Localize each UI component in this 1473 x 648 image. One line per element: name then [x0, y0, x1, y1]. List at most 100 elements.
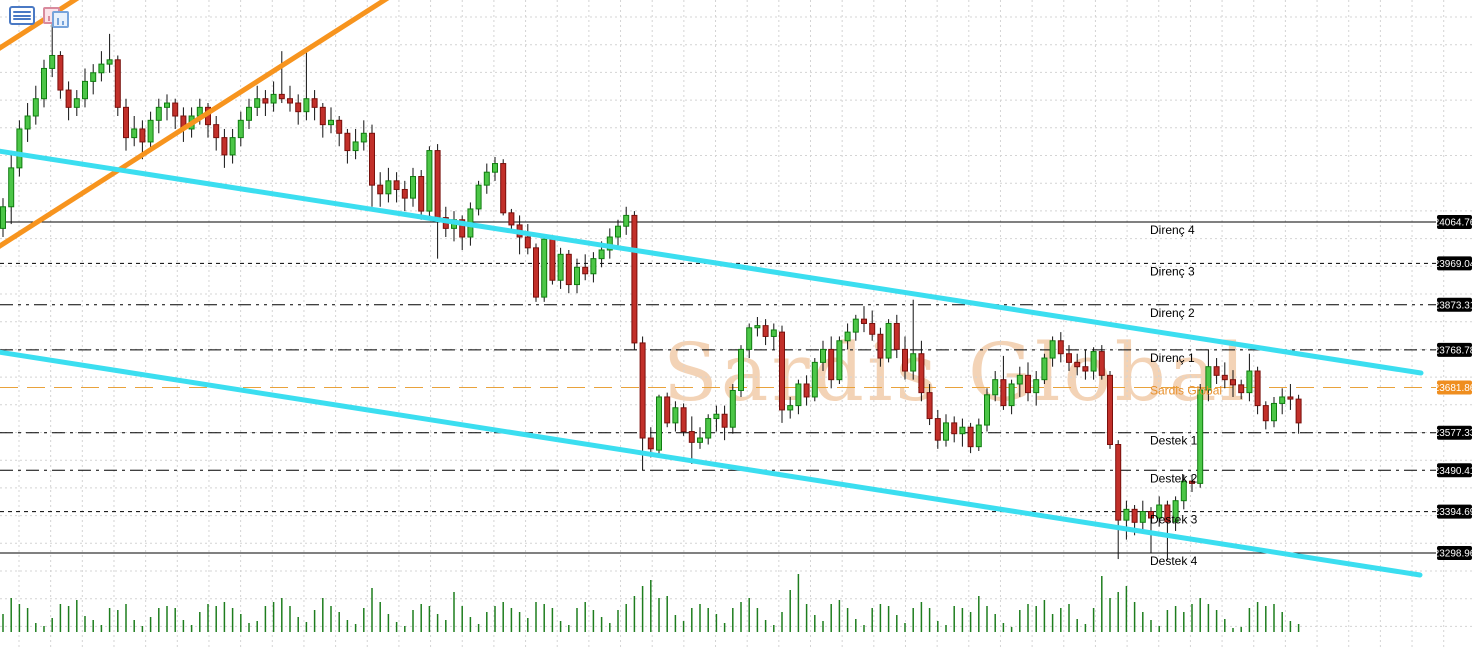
candle-body [910, 353, 917, 372]
candle-body [721, 413, 728, 428]
table-icon[interactable] [9, 6, 35, 25]
candle-body [1221, 374, 1228, 381]
candle-body [508, 212, 515, 226]
price-badge[interactable] [1437, 256, 1472, 271]
candle-body [1098, 351, 1105, 376]
candle-body [1189, 480, 1195, 484]
candle-body [385, 180, 392, 195]
candle-body [483, 171, 490, 186]
candle-body [738, 348, 744, 391]
candle-body [73, 98, 80, 108]
candle-body [1148, 511, 1154, 519]
candle-body [344, 132, 351, 152]
ascending-channel-line-1[interactable] [0, 0, 84, 53]
candle-body [131, 128, 138, 139]
candle-body [869, 322, 876, 335]
candle-body [1041, 357, 1048, 381]
candle-body [106, 59, 113, 65]
candle-body [836, 340, 843, 381]
level-label: Direnç 3 [1150, 264, 1195, 278]
candle-body [1213, 366, 1220, 376]
price-badge[interactable] [1437, 215, 1472, 229]
table-icon-row [13, 18, 31, 21]
price-badge[interactable] [1437, 546, 1472, 561]
price-badge[interactable] [1437, 342, 1472, 357]
candle-body [369, 132, 375, 186]
charts-icon[interactable] [43, 6, 69, 28]
candle-body [885, 322, 892, 359]
candle-body [1205, 366, 1212, 391]
candle-body [615, 225, 621, 238]
candle-body [164, 102, 170, 108]
candle-body [213, 124, 220, 139]
candle-body [377, 184, 384, 195]
price-badge-value: 24064.76 [1434, 218, 1473, 229]
candle-body [1074, 361, 1081, 368]
level-label: Destek 4 [1150, 554, 1198, 568]
candle-body [426, 150, 433, 212]
candle-body [1287, 396, 1294, 400]
candle-body [0, 206, 6, 229]
candle-body [713, 413, 720, 420]
candle-body [492, 163, 498, 173]
candle-body [1033, 379, 1040, 394]
candle-body [1066, 353, 1072, 363]
candle-body [336, 119, 343, 134]
candle-body [598, 249, 605, 260]
candle-body [287, 98, 293, 104]
candle-body [114, 59, 121, 108]
candle-body [811, 361, 818, 398]
candle-body [360, 132, 367, 143]
candle-body [295, 102, 302, 113]
level-label: Direnç 1 [1150, 351, 1195, 365]
candle-body [475, 184, 482, 210]
candle-body [311, 98, 318, 108]
candle-body [147, 119, 154, 143]
candle-body [541, 238, 548, 298]
candle-body [1082, 366, 1089, 372]
candle-body [787, 405, 794, 411]
candle-body [49, 54, 56, 69]
chart-toolbar [9, 6, 69, 28]
candle-body [352, 141, 359, 152]
candle-body [500, 163, 507, 214]
candle-body [1107, 374, 1113, 446]
candle-body [254, 98, 261, 108]
descending-channel-line-1[interactable] [0, 148, 1424, 376]
bar-glyph [61, 21, 64, 25]
candle-body [1246, 370, 1253, 394]
candle-body [270, 93, 277, 104]
candle-body [820, 348, 826, 363]
price-badge[interactable] [1437, 463, 1472, 478]
candle-body [65, 89, 72, 108]
candle-body [303, 98, 310, 113]
price-badge-value: 23394.69 [1434, 507, 1473, 518]
price-badge[interactable] [1437, 297, 1472, 312]
candle-body [1238, 384, 1245, 394]
ascending-channel-line-2[interactable] [0, 0, 394, 251]
candle-body [647, 437, 654, 450]
candle-body [1164, 504, 1171, 523]
price-badge[interactable] [1437, 380, 1472, 395]
charts-icon-blue-pane [52, 11, 69, 28]
candle-body [1025, 374, 1031, 394]
candle-body [155, 106, 162, 121]
price-badge[interactable] [1437, 425, 1472, 440]
candle-body [459, 219, 466, 238]
candle-body [229, 137, 236, 156]
candle-body [123, 106, 129, 139]
price-badge[interactable] [1437, 504, 1472, 519]
table-icon-row [13, 10, 31, 13]
candle-body [803, 383, 810, 398]
candle-body [1123, 508, 1130, 521]
candle-body [1000, 379, 1007, 407]
level-label: Destek 3 [1150, 513, 1198, 527]
candle-body [237, 119, 244, 139]
level-label: Direnç 2 [1150, 306, 1195, 320]
candle-body [729, 389, 736, 428]
candle-body [926, 392, 933, 420]
descending-channel-line-2[interactable] [0, 349, 1423, 578]
candle-body [951, 422, 958, 435]
